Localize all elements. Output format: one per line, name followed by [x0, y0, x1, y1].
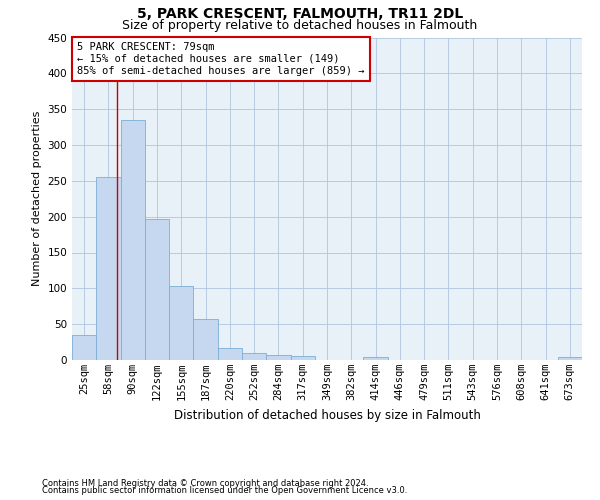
Bar	[121, 120, 145, 360]
Bar	[558, 357, 582, 360]
Text: 5 PARK CRESCENT: 79sqm
← 15% of detached houses are smaller (149)
85% of semi-de: 5 PARK CRESCENT: 79sqm ← 15% of detached…	[77, 42, 365, 76]
Text: Contains HM Land Registry data © Crown copyright and database right 2024.: Contains HM Land Registry data © Crown c…	[42, 478, 368, 488]
Bar	[290, 356, 315, 360]
Bar	[72, 335, 96, 360]
Text: Contains public sector information licensed under the Open Government Licence v3: Contains public sector information licen…	[42, 486, 407, 495]
Bar	[242, 353, 266, 360]
Bar	[364, 357, 388, 360]
X-axis label: Distribution of detached houses by size in Falmouth: Distribution of detached houses by size …	[173, 408, 481, 422]
Bar	[266, 355, 290, 360]
Bar	[218, 348, 242, 360]
Bar	[193, 319, 218, 360]
Text: Size of property relative to detached houses in Falmouth: Size of property relative to detached ho…	[122, 18, 478, 32]
Text: 5, PARK CRESCENT, FALMOUTH, TR11 2DL: 5, PARK CRESCENT, FALMOUTH, TR11 2DL	[137, 8, 463, 22]
Bar	[145, 219, 169, 360]
Bar	[96, 178, 121, 360]
Bar	[169, 286, 193, 360]
Y-axis label: Number of detached properties: Number of detached properties	[32, 111, 42, 286]
